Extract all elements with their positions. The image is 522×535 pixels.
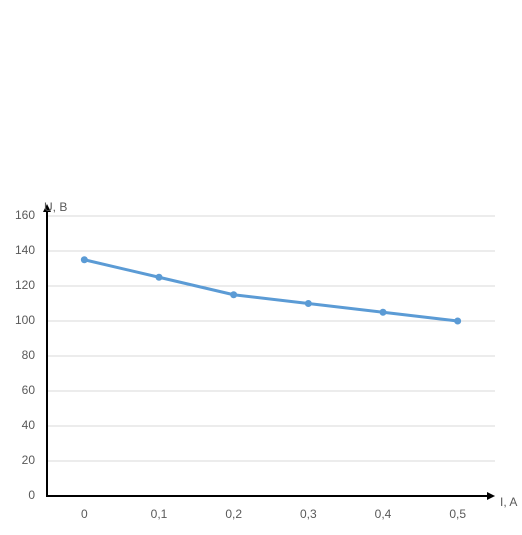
point — [155, 273, 163, 281]
y-tick-label: 20 — [22, 453, 36, 467]
y-tick-label: 40 — [22, 418, 36, 432]
point — [304, 300, 312, 307]
x-tick-label: 0,1 — [151, 507, 168, 521]
grid — [47, 215, 495, 497]
point — [230, 291, 238, 299]
x-tick-label: 0,5 — [449, 507, 466, 521]
y-tick-label: 120 — [15, 278, 35, 292]
x-tick-label: 0,2 — [225, 507, 242, 521]
y-tick-label: 60 — [22, 383, 36, 397]
y-axis-label: U, B — [44, 200, 67, 214]
line — [83, 258, 458, 323]
x-tick-label: 0 — [81, 507, 88, 521]
point — [80, 256, 88, 264]
x-tick-label: 0,4 — [375, 507, 392, 521]
point — [379, 308, 387, 316]
x-tick-label: 0,3 — [300, 507, 317, 521]
x-axis-label: I, A — [500, 495, 517, 509]
y-tick-label: 140 — [15, 243, 35, 257]
y-tick-label: 80 — [22, 348, 36, 362]
y-tick-label: 100 — [15, 313, 35, 327]
point — [454, 317, 462, 325]
y-tick-label: 160 — [15, 208, 35, 222]
y-tick-label: 0 — [28, 488, 35, 502]
